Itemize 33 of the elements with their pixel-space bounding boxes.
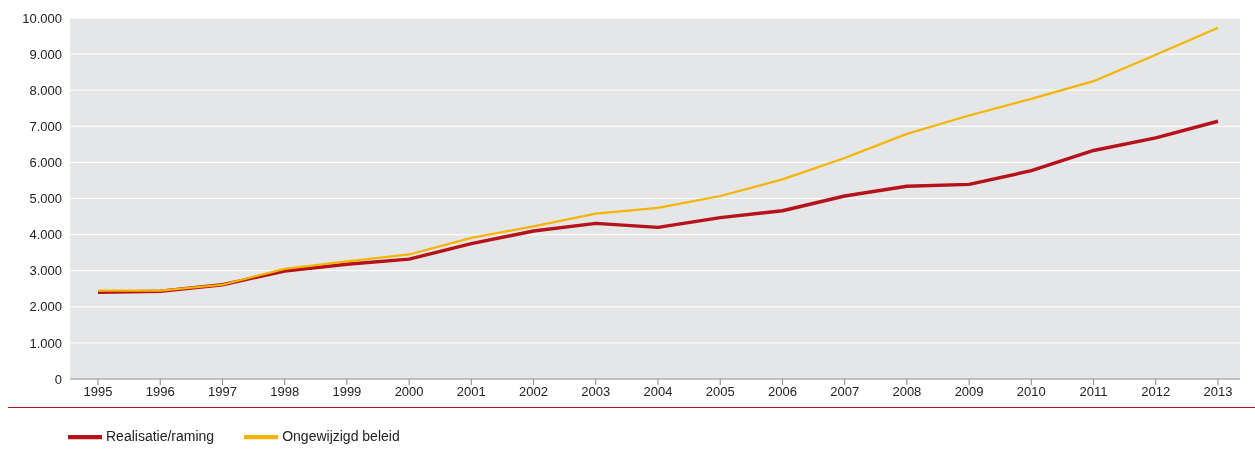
y-tick-label: 5.000 [29, 191, 62, 207]
x-tick-label: 1996 [145, 384, 175, 400]
x-tick-label: 2002 [519, 384, 549, 400]
x-tick-label: 1999 [332, 384, 362, 400]
x-tick-label: 2000 [394, 384, 424, 400]
x-tick-label: 2013 [1203, 384, 1233, 400]
x-tick-label: 2006 [767, 384, 797, 400]
x-tick-label: 2012 [1141, 384, 1171, 400]
x-tick-label: 1995 [83, 384, 113, 400]
y-tick-label: 8.000 [29, 82, 62, 98]
x-tick-label: 2009 [954, 384, 984, 400]
line-series [96, 26, 1220, 292]
legend-label: Realisatie/raming [106, 427, 215, 444]
y-tick-label: 2.000 [29, 299, 62, 315]
y-tick-label: 7.000 [29, 118, 62, 134]
y-tick-label: 9.000 [29, 46, 62, 62]
y-tick-label: 10.000 [22, 10, 62, 26]
y-tick-label: 3.000 [29, 263, 62, 279]
x-tick-label: 2003 [581, 384, 611, 400]
x-tick-label: 2011 [1079, 384, 1108, 400]
x-tick-label: 1998 [270, 384, 300, 400]
x-tick-label: 2005 [705, 384, 735, 400]
x-tick-label: 2007 [830, 384, 860, 400]
x-tick-label: 2004 [643, 384, 673, 400]
y-tick-label: 0 [54, 371, 62, 387]
y-tick-label: 4.000 [29, 227, 62, 243]
x-tick-label: 2010 [1016, 384, 1046, 400]
legend-label: Ongewijzigd beleid [282, 427, 400, 444]
x-tick-label: 2008 [892, 384, 922, 400]
y-tick-label: 1.000 [29, 335, 62, 351]
x-tick-label: 1997 [207, 384, 237, 400]
y-tick-label: 6.000 [29, 155, 62, 171]
x-tick-label: 2001 [456, 384, 486, 400]
